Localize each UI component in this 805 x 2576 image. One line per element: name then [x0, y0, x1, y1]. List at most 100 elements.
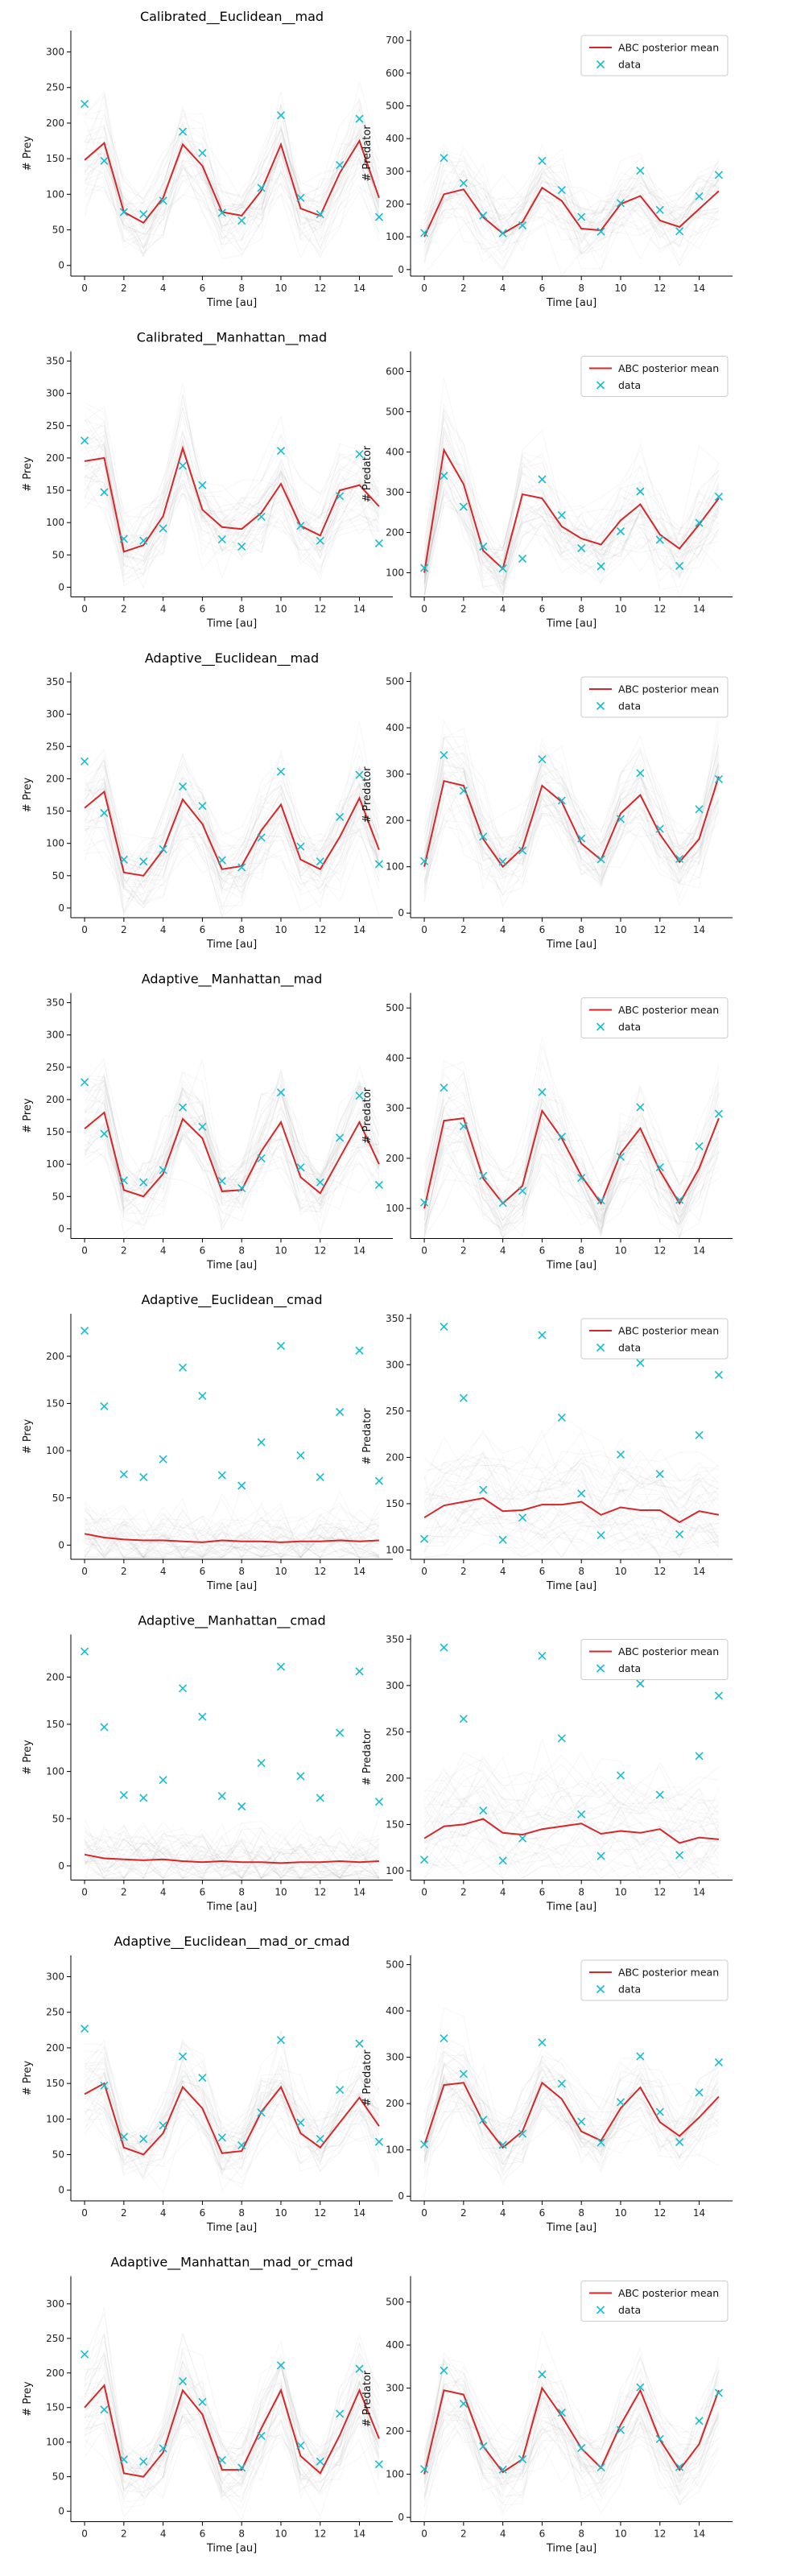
posterior-sample-line [424, 1501, 720, 1552]
data-point [518, 1187, 527, 1195]
y-axis-label: # Predator [361, 125, 374, 182]
data-point [80, 2024, 89, 2033]
posterior-sample-line [423, 1799, 719, 1862]
posterior-sample-line [423, 2073, 720, 2174]
posterior-sample-line [84, 758, 380, 869]
posterior-sample-line [84, 1820, 380, 1880]
posterior-sample-line [423, 2053, 720, 2162]
y-tick-label: 200 [46, 1094, 64, 1105]
data-point [119, 1790, 128, 1799]
panel-2-predator: 0 2 4 6 8 10 12 14 0 100 200 300 400 500 Time [au] # Pr… [361, 672, 733, 951]
posterior-sample-line [84, 437, 380, 561]
posterior-sample-line [84, 1071, 380, 1193]
x-tick-label: 10 [275, 2207, 287, 2219]
posterior-sample-line [423, 460, 720, 597]
posterior-sample-line [85, 1490, 380, 1558]
data-point [557, 2409, 566, 2417]
x-tick-label: 2 [460, 604, 467, 615]
data-point [237, 2463, 246, 2472]
posterior-sample-line [84, 754, 380, 890]
posterior-sample-line [85, 2030, 380, 2151]
posterior-sample-line [84, 2421, 380, 2518]
posterior-sample-line [84, 145, 380, 259]
data-point [440, 1084, 448, 1092]
data-point [479, 1171, 488, 1180]
legend: ABC posterior mean data [580, 997, 729, 1038]
posterior-sample-line [423, 2412, 720, 2505]
posterior-sample-line [423, 196, 720, 261]
posterior-sample-line [423, 1458, 720, 1512]
data-point [420, 1856, 429, 1864]
data-point [296, 522, 305, 530]
x-tick-label: 0 [81, 2207, 88, 2219]
posterior-sample-line [84, 1831, 380, 1879]
posterior-mean-line [84, 790, 380, 877]
data-point [577, 1489, 586, 1498]
data-point [459, 786, 468, 795]
data-point [518, 2129, 527, 2138]
posterior-ensemble [423, 378, 720, 597]
posterior-sample-line [84, 2384, 380, 2495]
posterior-sample-line [423, 170, 720, 224]
posterior-sample-line [423, 1143, 720, 1226]
data-point [139, 857, 148, 866]
data-point [459, 1715, 468, 1724]
panel-title: Adaptive__Euclidean__mad_or_cmad [114, 1934, 350, 1950]
y-tick-label: 200 [386, 527, 404, 539]
data-point [655, 1470, 664, 1479]
y-tick-label: 50 [52, 225, 64, 236]
posterior-sample-line [423, 431, 720, 570]
posterior-sample-line [84, 2073, 380, 2178]
posterior-sample-line [423, 1781, 720, 1852]
y-tick-label: 200 [46, 2042, 64, 2054]
posterior-sample-line [423, 758, 720, 892]
x-tick-label: 2 [121, 924, 127, 935]
x-tick-label: 6 [200, 604, 206, 615]
x-tick-label: 14 [693, 1566, 705, 1577]
posterior-sample-line [85, 1508, 380, 1558]
posterior-sample-line [84, 1075, 380, 1194]
posterior-sample-line [423, 149, 720, 237]
posterior-sample-line [84, 1533, 380, 1558]
data-point [257, 1154, 266, 1163]
posterior-sample-line [84, 1125, 380, 1227]
posterior-sample-line [423, 473, 720, 581]
posterior-sample-line [85, 1534, 380, 1558]
posterior-sample-line [423, 2388, 720, 2491]
posterior-sample-line [84, 1133, 380, 1212]
posterior-sample-line [84, 1127, 380, 1213]
posterior-sample-line [423, 208, 719, 275]
x-tick-label: 14 [693, 1245, 705, 1257]
data-point [198, 1712, 207, 1721]
legend-mean-label: ABC posterior mean [618, 2287, 719, 2299]
data-point [420, 229, 429, 237]
posterior-sample-line [423, 154, 720, 232]
posterior-sample-line [84, 2351, 380, 2465]
data-point [355, 770, 364, 779]
posterior-sample-line [424, 1488, 720, 1538]
posterior-sample-line [85, 2064, 380, 2176]
y-axis-label: # Predator [361, 1408, 374, 1465]
posterior-sample-line [84, 2390, 380, 2493]
posterior-sample-line [84, 149, 380, 229]
data-point [675, 561, 684, 571]
data-point [276, 1088, 286, 1097]
data-point [276, 2036, 286, 2045]
legend-box [580, 1639, 729, 1680]
posterior-sample-line [423, 1129, 720, 1239]
y-tick-label: 250 [386, 1726, 404, 1737]
posterior-sample-line [423, 1508, 719, 1545]
posterior-sample-line [423, 169, 720, 254]
posterior-sample-line [84, 158, 380, 254]
posterior-sample-line [423, 1794, 720, 1856]
posterior-sample-line [85, 1822, 379, 1879]
data-point [636, 487, 645, 496]
x-axis-label: Time [au] [206, 2543, 257, 2555]
y-axis-label: # Prey [22, 1740, 34, 1775]
posterior-sample-line [423, 1800, 720, 1866]
x-tick-label: 0 [81, 604, 88, 615]
posterior-sample-line [423, 721, 720, 871]
y-tick-label: 150 [46, 1126, 64, 1137]
posterior-sample-line [423, 1785, 719, 1855]
panel-title: Adaptive__Manhattan__cmad [138, 1613, 325, 1629]
